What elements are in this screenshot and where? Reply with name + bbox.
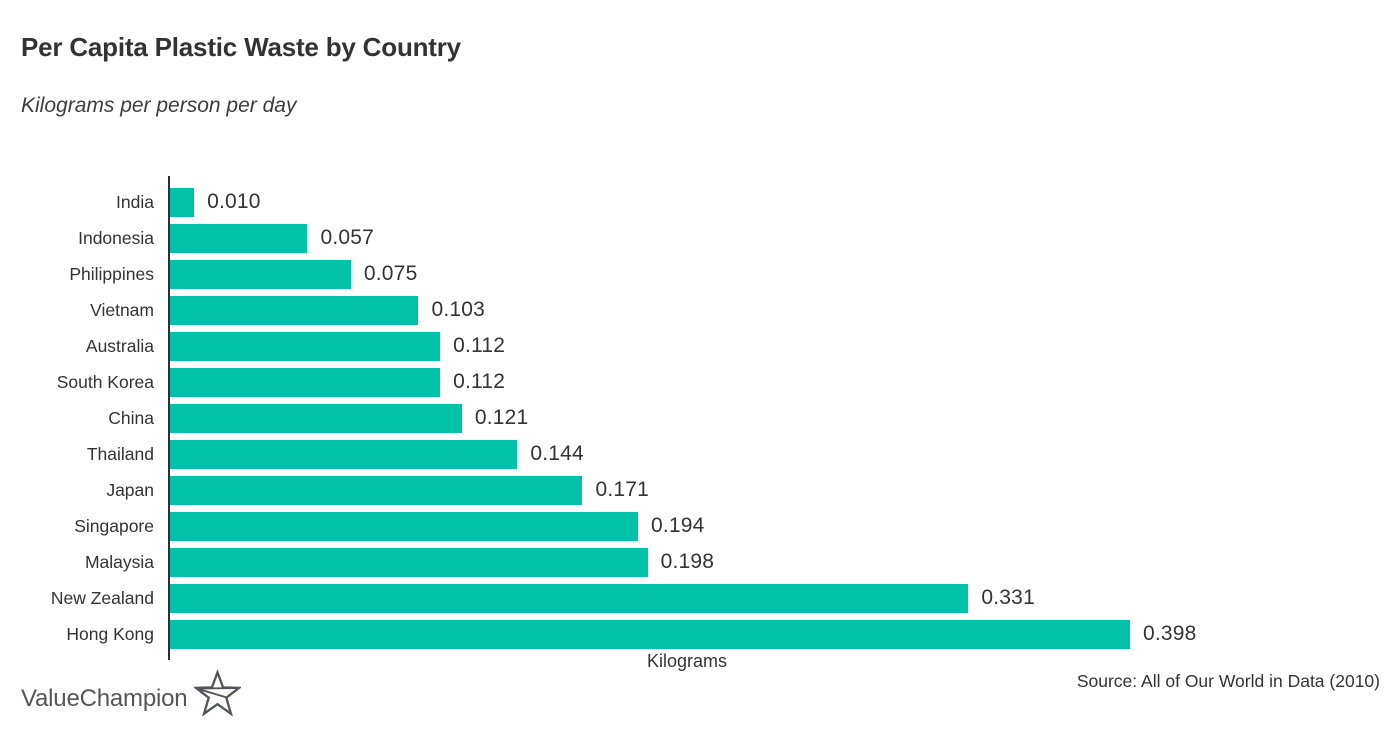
value-label: 0.331 xyxy=(981,586,1035,609)
bar-row: Vietnam 0.103 xyxy=(0,292,1400,328)
chart-title: Per Capita Plastic Waste by Country xyxy=(21,32,461,62)
bar-chart: India 0.010 Indonesia 0.057 Philippines 0.075… xyxy=(0,184,1400,652)
bar xyxy=(170,547,648,577)
bar-row: Philippines 0.075 xyxy=(0,256,1400,292)
value-label: 0.398 xyxy=(1143,622,1197,645)
category-label: Indonesia xyxy=(78,227,154,248)
category-label: Philippines xyxy=(69,263,154,284)
bar xyxy=(170,403,462,433)
category-label: Hong Kong xyxy=(66,623,154,644)
category-label: Australia xyxy=(85,335,154,356)
bar xyxy=(170,619,1130,649)
category-label: Thailand xyxy=(86,443,154,464)
value-label: 0.057 xyxy=(320,226,375,249)
bar-row: Thailand 0.144 xyxy=(0,436,1400,472)
valuechampion-logo: ValueChampion xyxy=(21,668,242,719)
bar-row: Hong Kong 0.398 xyxy=(0,616,1400,652)
value-label: 0.010 xyxy=(207,190,261,213)
chart-subtitle: Kilograms per person per day xyxy=(21,94,297,117)
bar xyxy=(170,439,518,469)
bar-row: Australia 0.112 xyxy=(0,328,1400,364)
bar-row: Malaysia 0.198 xyxy=(0,544,1400,580)
value-label: 0.198 xyxy=(660,550,715,573)
value-label: 0.171 xyxy=(595,478,650,501)
bar xyxy=(170,511,638,541)
source-text: Source: All of Our World in Data (2010) xyxy=(1076,671,1380,691)
value-label: 0.112 xyxy=(453,370,506,393)
bar xyxy=(170,295,419,325)
category-label: South Korea xyxy=(56,371,154,392)
value-label: 0.075 xyxy=(363,262,418,285)
category-label: Singapore xyxy=(74,515,154,536)
bar-row: China 0.121 xyxy=(0,400,1400,436)
value-label: 0.103 xyxy=(431,298,485,321)
value-label: 0.121 xyxy=(474,406,529,429)
bar xyxy=(170,331,441,361)
bar xyxy=(170,367,441,397)
value-label: 0.194 xyxy=(650,514,705,537)
bar xyxy=(170,259,351,289)
bar xyxy=(170,187,195,217)
value-label: 0.112 xyxy=(453,334,506,357)
logo-text: ValueChampion xyxy=(21,684,188,712)
bar-row: New Zealand 0.331 xyxy=(0,580,1400,616)
bar xyxy=(170,223,308,253)
category-label: Malaysia xyxy=(84,551,154,572)
bar-row: Indonesia 0.057 xyxy=(0,220,1400,256)
category-label: New Zealand xyxy=(50,587,154,608)
category-label: China xyxy=(108,407,154,428)
bar-row: India 0.010 xyxy=(0,184,1400,220)
category-label: Vietnam xyxy=(90,299,154,320)
bar xyxy=(170,583,969,613)
x-axis-label: Kilograms xyxy=(646,651,728,671)
category-label: Japan xyxy=(106,479,154,500)
bar-row: Singapore 0.194 xyxy=(0,508,1400,544)
y-axis-line xyxy=(168,176,170,660)
star-icon xyxy=(194,668,242,717)
bar-row: Japan 0.171 xyxy=(0,472,1400,508)
value-label: 0.144 xyxy=(530,442,584,465)
bar-row: South Korea 0.112 xyxy=(0,364,1400,400)
category-label: India xyxy=(116,191,154,212)
bar xyxy=(170,475,583,505)
